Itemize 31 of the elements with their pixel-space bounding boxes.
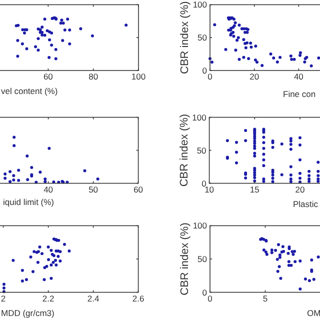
- x-tick-label: 80: [88, 72, 98, 82]
- x-tick-label: 60: [134, 184, 144, 194]
- y-tick-label: 100: [192, 0, 208, 10]
- x-axis-title: vel content (%): [1, 86, 58, 96]
- x-tick-label: 2.4: [87, 293, 100, 304]
- x-tick-label: 20: [295, 184, 305, 194]
- y-tick-label: 50: [198, 254, 208, 264]
- x-axis-title: Plastic: [293, 199, 319, 209]
- x-tick-label: 60: [43, 72, 54, 82]
- x-axis-title: OM: [307, 308, 320, 318]
- x-tick-label: 2.6: [132, 293, 144, 304]
- x-tick-label: 50: [88, 184, 98, 194]
- x-tick-label: 100: [131, 72, 146, 82]
- y-tick-label: 50: [198, 32, 208, 43]
- y-tick-label: 100: [192, 112, 207, 122]
- x-tick-label: 5: [262, 293, 268, 304]
- x-tick-label: 2.2: [42, 293, 54, 304]
- x-tick-label: 15: [250, 184, 260, 194]
- y-tick-label: 50: [196, 145, 207, 156]
- x-axis-title: MDD (gr/cm3): [1, 308, 55, 318]
- y-tick-label: 100: [192, 220, 208, 231]
- y-axis-title: CBR index (%): [179, 222, 191, 296]
- x-tick-label: 10: [204, 184, 214, 194]
- x-tick-label: 40: [294, 72, 304, 82]
- y-axis-title: CBR index (%): [178, 114, 190, 187]
- x-tick-label: 40: [44, 184, 54, 194]
- x-tick-label: 2: [0, 293, 6, 304]
- x-tick-label: 20: [250, 72, 260, 82]
- x-axis-title: Fine con: [283, 89, 316, 99]
- x-axis-title: iquid limit (%): [3, 197, 54, 207]
- y-axis-title: CBR index (%): [179, 1, 191, 74]
